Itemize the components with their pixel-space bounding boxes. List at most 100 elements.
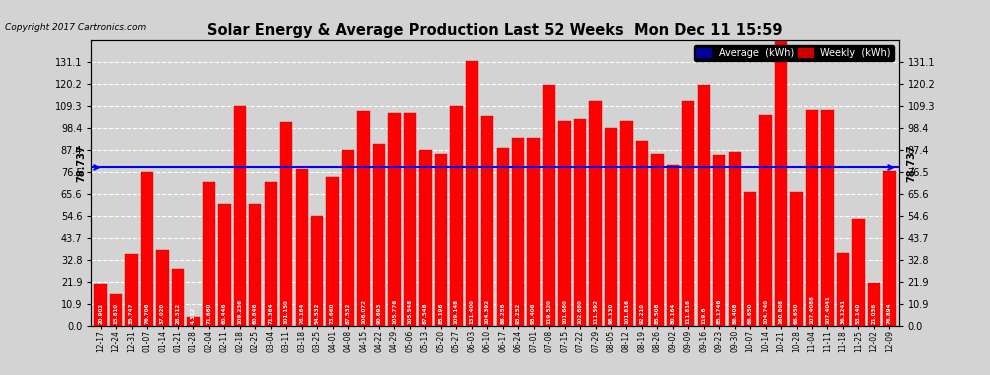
Text: Copyright 2017 Cartronics.com: Copyright 2017 Cartronics.com (5, 23, 147, 32)
Text: 85.196: 85.196 (439, 303, 444, 324)
Title: Solar Energy & Average Production Last 52 Weeks  Mon Dec 11 15:59: Solar Energy & Average Production Last 5… (207, 22, 783, 38)
Bar (743, 192, 756, 326)
Text: 88.256: 88.256 (500, 303, 505, 324)
Bar (837, 254, 849, 326)
Text: 35.747: 35.747 (129, 303, 134, 324)
Text: 93.406: 93.406 (532, 303, 537, 324)
Text: 92.210: 92.210 (640, 303, 644, 324)
Bar (729, 152, 741, 326)
Bar (497, 148, 509, 326)
Text: 78.737: 78.737 (907, 145, 917, 182)
Text: 111.816: 111.816 (686, 299, 691, 324)
Bar (388, 113, 401, 326)
Text: 66.650: 66.650 (794, 303, 799, 324)
Text: 109.236: 109.236 (238, 299, 243, 324)
Bar (435, 154, 447, 326)
Text: 76.706: 76.706 (145, 303, 149, 324)
Text: 85.1746: 85.1746 (717, 299, 722, 324)
Bar (852, 219, 864, 326)
Bar (126, 254, 138, 326)
Bar (651, 154, 663, 326)
Text: 111.592: 111.592 (593, 299, 598, 324)
Text: 104.740: 104.740 (763, 299, 768, 324)
Text: 73.660: 73.660 (330, 303, 336, 324)
Text: 4.312: 4.312 (191, 307, 196, 324)
Bar (558, 122, 571, 326)
Text: 71.364: 71.364 (268, 303, 273, 324)
Bar (357, 111, 369, 326)
Bar (867, 283, 880, 326)
Text: 20.902: 20.902 (98, 303, 103, 324)
Text: 76.894: 76.894 (887, 303, 892, 324)
Text: 37.020: 37.020 (160, 303, 165, 324)
Bar (450, 106, 462, 326)
Text: 107.4088: 107.4088 (810, 295, 815, 324)
Text: 101.150: 101.150 (284, 299, 289, 324)
Text: 66.650: 66.650 (747, 303, 752, 324)
Text: 107.4041: 107.4041 (825, 296, 830, 324)
Text: 85.508: 85.508 (654, 303, 660, 324)
Text: 21.036: 21.036 (871, 303, 876, 324)
Text: 160.808: 160.808 (778, 299, 784, 324)
Bar (234, 106, 247, 326)
Text: 101.816: 101.816 (624, 299, 629, 324)
Bar (543, 86, 555, 326)
Text: 87.548: 87.548 (423, 303, 428, 324)
Bar (666, 165, 679, 326)
Bar (574, 119, 586, 326)
Text: 93.252: 93.252 (516, 303, 521, 324)
Bar (698, 85, 710, 326)
Text: 105.776: 105.776 (392, 299, 397, 324)
Bar (187, 317, 200, 326)
Bar (775, 2, 787, 326)
Bar (806, 110, 818, 326)
Bar (589, 102, 602, 326)
Bar (512, 138, 525, 326)
Legend: Average  (kWh), Weekly  (kWh): Average (kWh), Weekly (kWh) (694, 45, 894, 61)
Text: 98.130: 98.130 (609, 303, 614, 324)
Text: 109.148: 109.148 (453, 299, 458, 324)
Bar (605, 129, 617, 326)
Bar (110, 294, 123, 326)
Bar (636, 141, 648, 326)
Text: 54.532: 54.532 (315, 303, 320, 324)
Text: 102.680: 102.680 (577, 299, 582, 324)
Bar (218, 204, 231, 326)
Bar (311, 216, 324, 326)
Text: 101.680: 101.680 (562, 299, 567, 324)
Text: 60.446: 60.446 (222, 303, 227, 324)
Text: 71.660: 71.660 (206, 303, 212, 324)
Text: 104.392: 104.392 (485, 299, 490, 324)
Text: 15.810: 15.810 (114, 303, 119, 324)
Bar (280, 123, 292, 326)
Bar (822, 110, 834, 326)
Text: 90.693: 90.693 (376, 303, 381, 324)
Bar (203, 182, 215, 326)
Bar (621, 121, 633, 326)
Text: 119.6: 119.6 (701, 307, 706, 324)
Text: 106.072: 106.072 (361, 299, 366, 324)
Bar (883, 171, 896, 326)
Bar (419, 150, 432, 326)
Text: 86.408: 86.408 (733, 303, 738, 324)
Text: 119.520: 119.520 (546, 299, 551, 324)
Bar (156, 251, 168, 326)
Bar (713, 154, 726, 326)
Text: 78.737: 78.737 (77, 145, 87, 182)
Text: 131.400: 131.400 (469, 299, 474, 324)
Bar (172, 269, 184, 326)
Bar (528, 138, 540, 326)
Text: 28.312: 28.312 (175, 303, 180, 324)
Bar (249, 204, 261, 326)
Bar (141, 172, 153, 326)
Bar (404, 113, 416, 326)
Bar (790, 192, 803, 326)
Text: 87.532: 87.532 (346, 303, 350, 324)
Bar (342, 150, 354, 326)
Text: 80.164: 80.164 (670, 303, 675, 324)
Bar (465, 62, 478, 326)
Text: 60.846: 60.846 (252, 303, 257, 324)
Bar (264, 182, 277, 326)
Bar (295, 169, 308, 326)
Text: 36.1241: 36.1241 (841, 299, 845, 324)
